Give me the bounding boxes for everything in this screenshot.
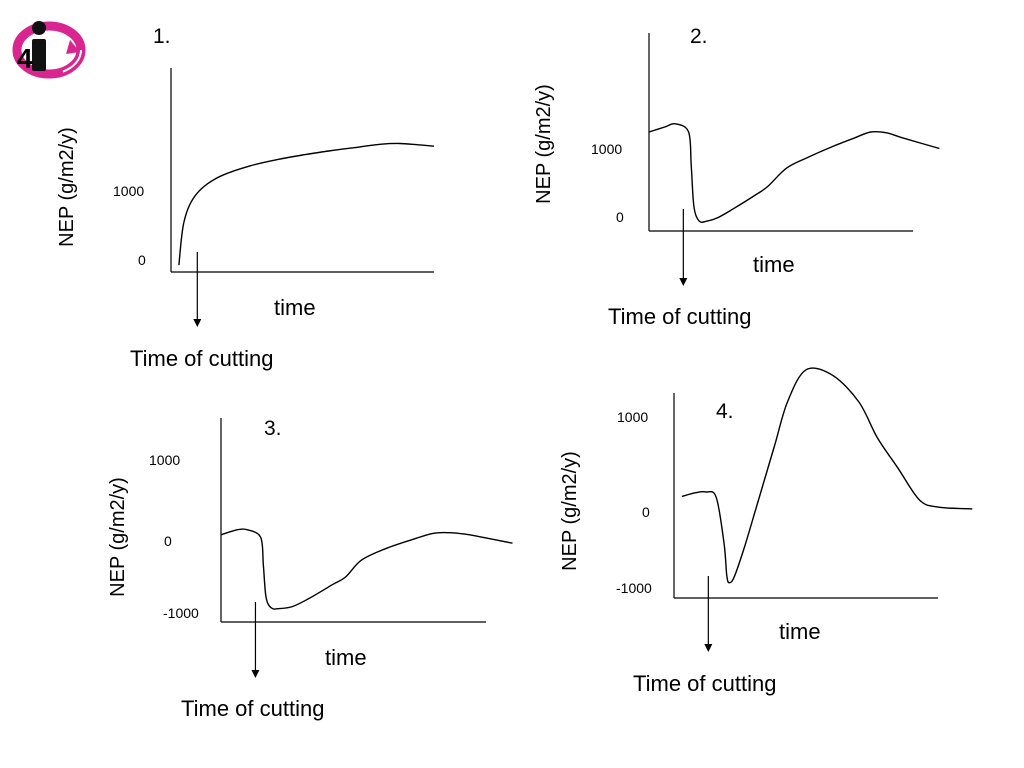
logo-arrow-icon xyxy=(66,40,80,54)
y-tick-label-minus-1000: -1000 xyxy=(616,580,652,596)
logo-ring-highlight xyxy=(16,25,82,75)
y-tick-label-1000: 1000 xyxy=(149,452,180,468)
time-of-cutting-label: Time of cutting xyxy=(633,671,776,696)
y-axis-label: NEP (g/m2/y) xyxy=(56,127,78,247)
x-axis-label: time xyxy=(779,619,821,644)
nep-curve xyxy=(681,367,973,584)
x-axis-label: time xyxy=(274,295,316,320)
x-axis-label: time xyxy=(753,252,795,277)
logo-letter-stem xyxy=(32,39,46,71)
y-axis-label: NEP (g/m2/y) xyxy=(559,451,581,571)
time-of-cutting-label: Time of cutting xyxy=(181,696,324,721)
nep-curve xyxy=(178,142,435,266)
information-logo: 4 xyxy=(12,21,86,79)
y-tick-label-0: 0 xyxy=(642,504,650,520)
panel-label: 4. xyxy=(716,400,734,423)
cutting-arrow-head xyxy=(193,319,202,327)
y-tick-label-1000: 1000 xyxy=(113,183,144,199)
time-of-cutting-label: Time of cutting xyxy=(608,304,751,329)
cutting-arrow-head xyxy=(679,278,688,286)
nep-curve xyxy=(648,122,940,224)
y-tick-label-0: 0 xyxy=(616,209,624,225)
cutting-arrow-head xyxy=(704,644,713,652)
panel-label: 3. xyxy=(264,417,282,440)
logo-head-dot xyxy=(32,21,46,35)
y-tick-label-1000: 1000 xyxy=(591,141,622,157)
chart-panel-4: 4. NEP (g/m2/y) -1000 0 1000 time Time o… xyxy=(559,367,973,696)
nep-curve xyxy=(220,528,513,610)
chart-panel-3: 3. NEP (g/m2/y) -1000 0 1000 time Time o… xyxy=(107,417,513,721)
y-axis-label: NEP (g/m2/y) xyxy=(107,477,129,597)
cutting-arrow-head xyxy=(251,670,260,678)
chart-panel-2: 2. NEP (g/m2/y) 0 1000 time Time of cutt… xyxy=(533,25,940,329)
panel-label: 2. xyxy=(690,25,708,48)
y-tick-label-1000: 1000 xyxy=(617,409,648,425)
x-axis-label: time xyxy=(325,645,367,670)
y-tick-label-0: 0 xyxy=(164,533,172,549)
time-of-cutting-label: Time of cutting xyxy=(130,346,273,371)
chart-panel-1: 1. NEP (g/m2/y) 0 1000 time Time of cutt… xyxy=(56,25,435,371)
y-axis-label: NEP (g/m2/y) xyxy=(533,84,555,204)
y-tick-label-minus-1000: -1000 xyxy=(163,605,199,621)
panel-label: 1. xyxy=(153,25,171,48)
y-tick-label-0: 0 xyxy=(138,252,146,268)
logo-digit: 4 xyxy=(17,43,33,74)
